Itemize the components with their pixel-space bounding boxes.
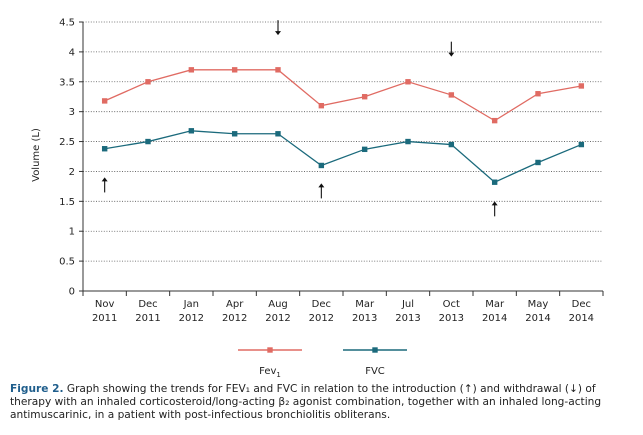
x-tick-label: Aug: [268, 299, 288, 310]
x-tick-label: Dec: [572, 299, 591, 310]
x-tick-label: 2012: [222, 313, 247, 324]
legend: Fev1 FVC: [238, 347, 407, 379]
y-tick-label: 2: [69, 167, 75, 178]
series-line-fvc: [104, 130, 582, 183]
x-tick-label: Apr: [226, 299, 244, 310]
arrow-up-icon: [318, 183, 325, 188]
y-tick-labels: 0 0.5 1 1.5 2 2.5 3 3.5 4 4.5: [59, 18, 75, 298]
gridlines: [83, 21, 603, 262]
data-point-fvc: [405, 138, 411, 145]
series-group: [101, 67, 585, 185]
legend-label: FVC: [365, 366, 385, 377]
caption-label: Figure 2.: [10, 383, 64, 395]
x-tick-label: 2013: [395, 313, 420, 324]
y-tick-label: 4: [69, 47, 75, 58]
x-tick-label: 2012: [265, 313, 290, 324]
data-point-fev: [578, 83, 585, 89]
data-point-fev: [275, 67, 281, 73]
y-axis-label: Volume (L): [31, 128, 42, 182]
data-point-fev: [188, 67, 195, 73]
legend-marker: [267, 347, 273, 353]
y-tick-label: 1.5: [59, 197, 75, 208]
legend-label: Fev1: [259, 366, 281, 379]
x-tick-label: Nov: [95, 299, 115, 310]
data-point-fev: [145, 79, 151, 85]
x-tick-label: 2011: [135, 313, 160, 324]
y-tick-label: 1: [69, 227, 75, 238]
data-point-fev: [318, 102, 325, 109]
x-tick-label: 2014: [525, 313, 550, 324]
annotation-arrows: [101, 20, 498, 217]
data-point-fvc: [578, 141, 585, 148]
legend-label-subscript: 1: [276, 371, 280, 379]
y-tick-label: 3: [69, 107, 75, 118]
data-point-fev: [491, 117, 498, 124]
x-tick-label: May: [528, 299, 549, 310]
x-tick-labels: Nov 2011 Dec 2011 Jan 2012 Apr 2012 Aug 2012 Dec 20…: [92, 299, 594, 324]
y-tick-label: 3.5: [59, 77, 75, 88]
data-point-fvc: [448, 141, 455, 148]
x-tick-label: Dec: [312, 299, 331, 310]
data-point-fev: [101, 98, 108, 104]
y-tick-label: 2.5: [59, 137, 75, 148]
data-point-fev: [535, 91, 541, 97]
y-tick-label: 0: [69, 287, 75, 298]
data-point-fev: [361, 94, 368, 100]
data-point-fvc: [535, 159, 541, 166]
legend-marker: [372, 347, 378, 353]
line-chart: 0 0.5 1 1.5 2 2.5 3 3.5 4 4.5 Nov 2011 Dec 2011 Jan 20…: [31, 18, 604, 379]
caption-text: Graph showing the trends for FEV₁ and FV…: [10, 383, 602, 421]
arrow-up-icon: [101, 177, 108, 182]
y-tick-label: 0.5: [59, 257, 75, 268]
data-point-fvc: [361, 146, 368, 153]
data-point-fvc: [231, 131, 238, 137]
x-tick-label: 2014: [482, 313, 507, 324]
axes: [79, 21, 604, 296]
x-tick-label: Jan: [183, 299, 199, 310]
data-point-fvc: [275, 131, 281, 137]
x-tick-label: 2013: [352, 313, 377, 324]
data-point-fev: [448, 92, 455, 98]
data-point-fvc: [188, 128, 195, 134]
x-tick-label: Mar: [355, 299, 375, 310]
x-tick-label: Dec: [138, 299, 157, 310]
x-tick-label: Jul: [401, 299, 414, 310]
arrow-down-icon: [275, 31, 281, 36]
x-tick-label: Mar: [485, 299, 505, 310]
x-tick-label: 2012: [309, 313, 334, 324]
x-tick-label: 2013: [439, 313, 464, 324]
data-point-fvc: [491, 179, 498, 185]
data-point-fvc: [101, 146, 108, 152]
arrow-down-icon: [448, 52, 455, 57]
x-tick-label: 2014: [569, 313, 594, 324]
x-tick-label: 2011: [92, 313, 117, 324]
x-tick-label: Oct: [443, 299, 460, 310]
data-point-fvc: [318, 162, 325, 169]
x-tick-label: 2012: [179, 313, 204, 324]
arrow-up-icon: [491, 201, 498, 206]
data-point-fvc: [145, 138, 151, 145]
y-tick-label: 4.5: [59, 18, 75, 29]
figure-caption: Figure 2. Graph showing the trends for F…: [10, 383, 635, 422]
data-point-fev: [231, 67, 238, 73]
data-point-fev: [405, 79, 411, 85]
series-line-fev: [104, 69, 582, 122]
